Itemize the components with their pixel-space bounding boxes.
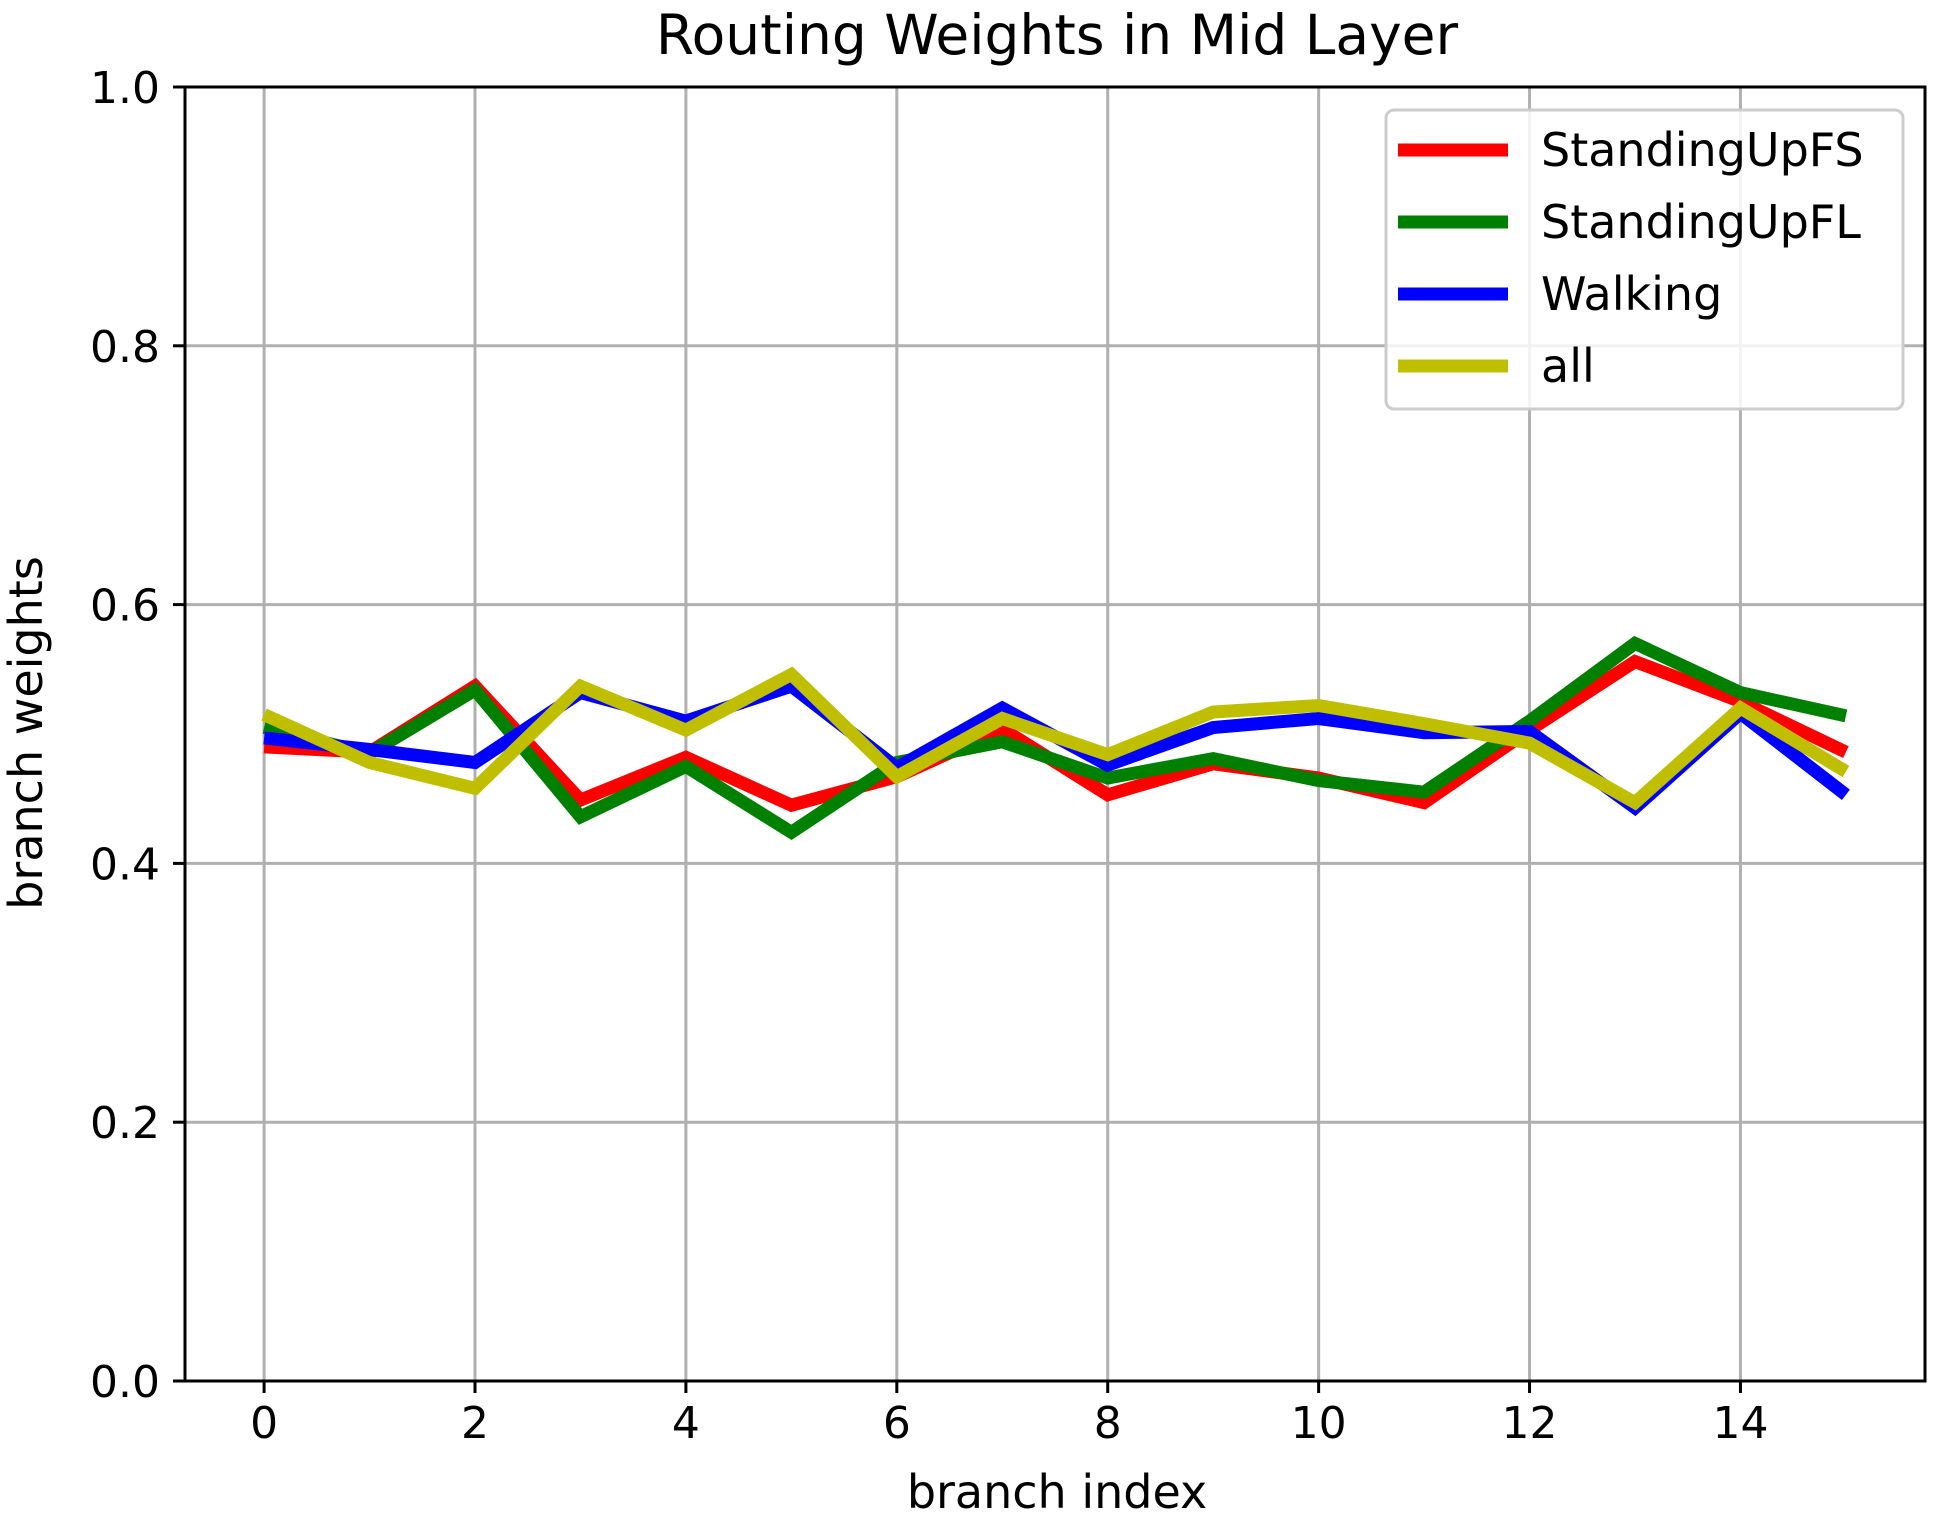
series-line-all — [261, 666, 1850, 811]
x-tick-label: 6 — [883, 1398, 911, 1449]
legend-label-all: all — [1541, 339, 1595, 393]
x-tick-label: 0 — [250, 1398, 278, 1449]
x-tick-label: 12 — [1502, 1398, 1558, 1449]
y-tick-label: 1.0 — [90, 63, 160, 114]
series-line-standingupfl — [262, 635, 1848, 841]
legend-label-standingupfs: StandingUpFS — [1541, 123, 1864, 177]
y-axis-label: branch weights — [0, 556, 53, 910]
legend-label-standingupfl: StandingUpFL — [1541, 195, 1861, 249]
y-tick-label: 0.2 — [90, 1098, 160, 1149]
x-tick-label: 8 — [1094, 1398, 1122, 1449]
x-axis-label: branch index — [907, 1465, 1207, 1519]
legend-box — [1384, 108, 1905, 411]
y-tick-label: 0.4 — [90, 839, 160, 890]
axis-ticks: 0 2 4 6 8 10 12 14 0.0 0.2 0.4 0.6 0.8 1.0 — [90, 63, 1768, 1449]
legend-label-walking: Walking — [1541, 267, 1722, 321]
legend: StandingUpFS StandingUpFL Walking all — [1384, 108, 1905, 411]
y-tick-label: 0.0 — [90, 1357, 160, 1408]
x-tick-label: 14 — [1712, 1398, 1768, 1449]
x-tick-label: 10 — [1291, 1398, 1347, 1449]
axes-frame — [183, 85, 1927, 1383]
y-tick-label: 0.8 — [90, 322, 160, 373]
plot-frame — [183, 85, 1927, 1383]
chart-title: Routing Weights in Mid Layer — [656, 3, 1459, 67]
series-lines — [261, 635, 1850, 841]
x-tick-label: 2 — [461, 1398, 489, 1449]
y-tick-label: 0.6 — [90, 581, 160, 632]
x-tick-label: 4 — [672, 1398, 700, 1449]
